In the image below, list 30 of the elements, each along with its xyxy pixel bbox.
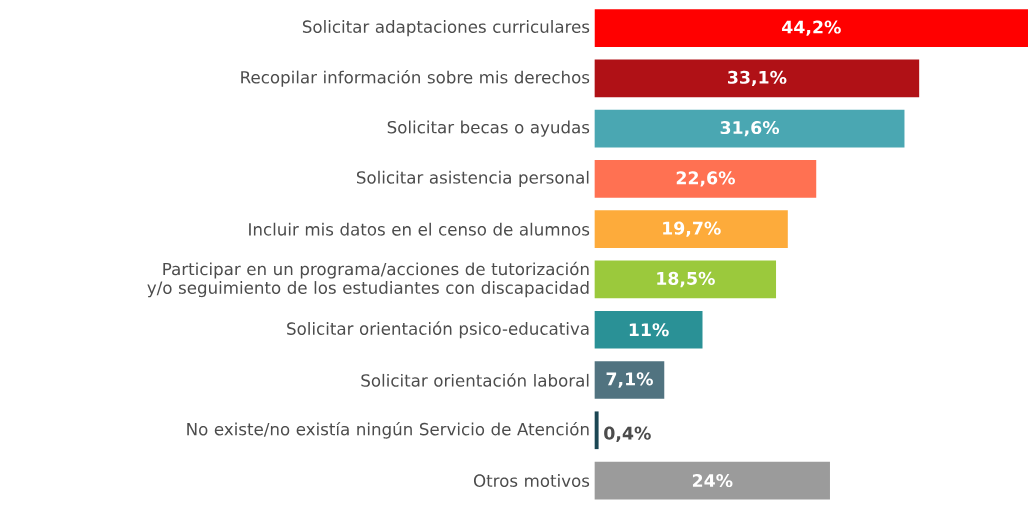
y-tick-label: Solicitar asistencia personal (356, 170, 589, 188)
bar (594, 411, 599, 450)
y-tick-label: Solicitar becas o ayudas (387, 120, 590, 137)
data-label: 24% (692, 473, 733, 488)
y-tick-label: Solicitar orientación laboral (361, 373, 589, 387)
y-tick-label: Solicitar adaptaciones curriculares (302, 20, 590, 37)
y-tick-label: No existe/no existía ningún Servicio de Atención (187, 421, 589, 439)
y-tick-label: Recopilar información sobre mis derechos (241, 70, 590, 87)
data-label: 33,1% (728, 70, 787, 87)
y-tick-label: Participar en un programa/acciones de tutorización y/o seguimiento de los estudiantes con discapacidad (147, 261, 589, 298)
data-label: 18,5% (657, 271, 715, 288)
bar (594, 109, 905, 148)
data-label: 44,2% (782, 20, 841, 36)
data-label: 22,6% (676, 171, 735, 187)
y-tick-label: Incluir mis datos en el censo de alumnos (249, 222, 590, 236)
data-label: 19,7% (663, 221, 721, 237)
data-label: 31,6% (720, 121, 780, 137)
data-label: 11% (629, 323, 669, 337)
bar (594, 461, 830, 500)
y-tick-label: Solicitar orientación psico-educativa (287, 321, 589, 339)
bar (594, 210, 788, 249)
bar (594, 310, 703, 349)
bar (594, 361, 665, 399)
bar (594, 9, 1028, 47)
y-tick-label: Otros motivos (473, 474, 590, 487)
data-label: 0,4% (604, 426, 651, 442)
bar (594, 160, 817, 198)
bar (594, 59, 920, 98)
data-label: 7,1% (606, 372, 653, 388)
bar (594, 260, 777, 299)
